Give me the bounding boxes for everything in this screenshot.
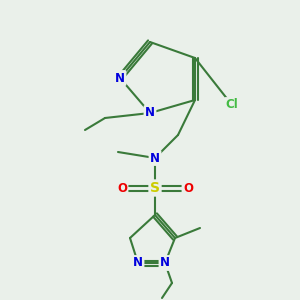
Text: Cl: Cl <box>226 98 238 112</box>
Text: S: S <box>150 181 160 195</box>
Text: O: O <box>183 182 193 194</box>
Text: N: N <box>145 106 155 119</box>
Text: N: N <box>133 256 143 269</box>
Text: N: N <box>115 71 125 85</box>
Text: O: O <box>117 182 127 194</box>
Text: N: N <box>150 152 160 164</box>
Text: N: N <box>160 256 170 269</box>
